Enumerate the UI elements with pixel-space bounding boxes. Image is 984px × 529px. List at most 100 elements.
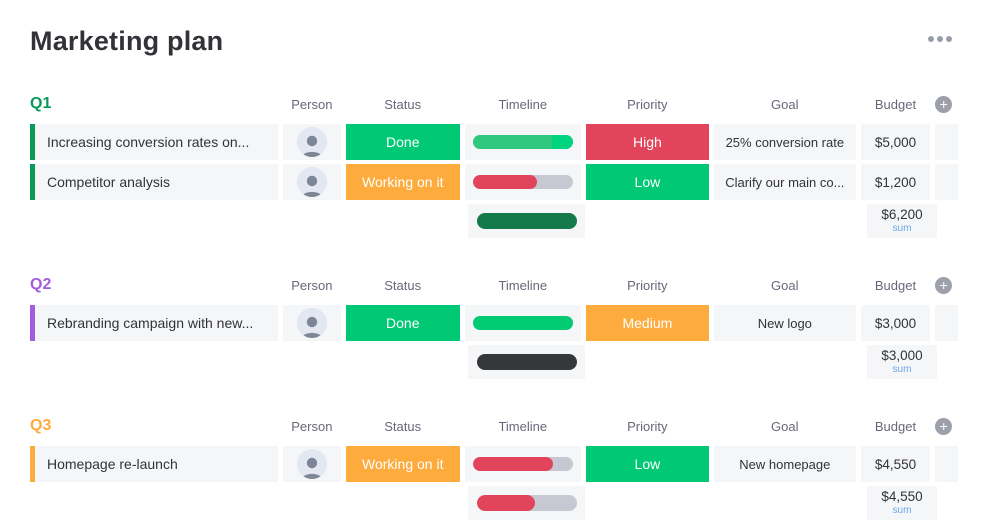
spacer xyxy=(285,345,343,379)
timeline-summary-bar[interactable] xyxy=(476,213,577,229)
column-header-goal[interactable]: Goal xyxy=(771,96,799,112)
priority-chip[interactable]: Low xyxy=(585,164,709,200)
person-cell[interactable] xyxy=(283,124,341,160)
group-summary-row: $4,550 sum xyxy=(30,486,958,520)
column-header-budget[interactable]: Budget xyxy=(874,418,917,434)
sum-label: sum xyxy=(892,505,912,516)
empty-cell xyxy=(935,164,958,200)
budget-cell[interactable]: $4,550 xyxy=(860,446,931,482)
column-header-status[interactable]: Status xyxy=(384,418,422,434)
priority-chip[interactable]: Medium xyxy=(585,305,709,341)
column-header-person[interactable]: Person xyxy=(291,96,333,112)
timeline-bar[interactable] xyxy=(472,175,573,189)
plus-icon[interactable] xyxy=(935,276,953,294)
spacer xyxy=(348,204,463,238)
priority-chip[interactable]: Low xyxy=(585,446,709,482)
timeline-summary-bar[interactable] xyxy=(476,354,577,370)
task-row: Increasing conversion rates on... Done H… xyxy=(30,124,958,160)
budget-cell[interactable]: $3,000 xyxy=(860,305,931,341)
spacer xyxy=(719,345,862,379)
status-chip[interactable]: Done xyxy=(345,305,460,341)
task-row: Competitor analysis Working on it Low Cl… xyxy=(30,164,958,200)
person-avatar xyxy=(296,449,327,479)
group-header: Q1 Person Status Timeline Priority Goal … xyxy=(30,91,958,117)
group-summary-row: $3,000 sum xyxy=(30,345,958,379)
status-chip[interactable]: Working on it xyxy=(345,164,460,200)
budget-sum-value: $3,000 xyxy=(881,348,923,364)
column-header-person[interactable]: Person xyxy=(291,277,333,293)
priority-chip[interactable]: High xyxy=(585,124,709,160)
column-header-priority[interactable]: Priority xyxy=(627,418,668,434)
column-header-priority[interactable]: Priority xyxy=(627,96,668,112)
group-title[interactable]: Q3 xyxy=(30,417,52,434)
page-title[interactable]: Marketing plan xyxy=(30,26,224,56)
dot xyxy=(937,36,943,42)
task-name-cell[interactable]: Competitor analysis xyxy=(30,164,279,200)
budget-cell[interactable]: $1,200 xyxy=(860,164,931,200)
timeline-cell[interactable] xyxy=(464,305,581,341)
column-header-goal[interactable]: Goal xyxy=(771,418,799,434)
timeline-bar[interactable] xyxy=(472,457,573,471)
goal-cell[interactable]: 25% conversion rate xyxy=(713,124,856,160)
task-name-cell[interactable]: Homepage re-launch xyxy=(30,446,279,482)
goal-cell[interactable]: Clarify our main co... xyxy=(713,164,856,200)
empty-cell xyxy=(935,446,958,482)
more-horizontal-icon[interactable] xyxy=(928,36,952,42)
goal-cell[interactable]: New homepage xyxy=(713,446,856,482)
task-row: Homepage re-launch Working on it Low New… xyxy=(30,446,958,482)
budget-sum-value: $6,200 xyxy=(881,207,923,223)
spacer xyxy=(285,486,343,520)
plus-icon[interactable] xyxy=(935,95,953,113)
column-header-timeline[interactable]: Timeline xyxy=(498,277,548,293)
person-cell[interactable] xyxy=(283,446,341,482)
timeline-bar[interactable] xyxy=(472,316,573,330)
task-row: Rebranding campaign with new... Done Med… xyxy=(30,305,958,341)
group-title[interactable]: Q2 xyxy=(30,276,52,293)
goal-cell[interactable]: New logo xyxy=(713,305,856,341)
timeline-summary-cell[interactable] xyxy=(468,486,585,520)
timeline-summary-cell[interactable] xyxy=(468,345,585,379)
budget-sum-cell[interactable]: $6,200 sum xyxy=(867,204,937,238)
column-header-status[interactable]: Status xyxy=(384,96,422,112)
column-header-person[interactable]: Person xyxy=(291,418,333,434)
budget-sum-value: $4,550 xyxy=(881,489,923,505)
task-name-cell[interactable]: Increasing conversion rates on... xyxy=(30,124,279,160)
spacer xyxy=(285,204,343,238)
spacer xyxy=(30,486,280,520)
column-header-budget[interactable]: Budget xyxy=(874,96,917,112)
column-header-timeline[interactable]: Timeline xyxy=(498,96,548,112)
column-header-timeline[interactable]: Timeline xyxy=(498,418,548,434)
group-q1: Q1 Person Status Timeline Priority Goal … xyxy=(30,91,958,238)
timeline-cell[interactable] xyxy=(464,446,581,482)
budget-sum-cell[interactable]: $3,000 sum xyxy=(867,345,937,379)
group-header: Q3 Person Status Timeline Priority Goal … xyxy=(30,413,958,439)
spacer xyxy=(590,345,714,379)
group-title[interactable]: Q1 xyxy=(30,95,52,112)
task-name-cell[interactable]: Rebranding campaign with new... xyxy=(30,305,279,341)
spacer xyxy=(348,345,463,379)
column-header-goal[interactable]: Goal xyxy=(771,277,799,293)
column-header-budget[interactable]: Budget xyxy=(874,277,917,293)
status-chip[interactable]: Done xyxy=(345,124,460,160)
timeline-bar[interactable] xyxy=(472,135,573,149)
column-header-status[interactable]: Status xyxy=(384,277,422,293)
person-cell[interactable] xyxy=(283,305,341,341)
person-cell[interactable] xyxy=(283,164,341,200)
timeline-summary-bar[interactable] xyxy=(476,495,577,511)
column-header-priority[interactable]: Priority xyxy=(627,277,668,293)
timeline-cell[interactable] xyxy=(464,164,581,200)
timeline-cell[interactable] xyxy=(464,124,581,160)
person-avatar xyxy=(296,127,327,157)
status-chip[interactable]: Working on it xyxy=(345,446,460,482)
budget-sum-cell[interactable]: $4,550 sum xyxy=(867,486,937,520)
sum-label: sum xyxy=(892,223,912,234)
plus-icon[interactable] xyxy=(935,417,953,435)
add-column-cell xyxy=(935,95,958,113)
group-q2: Q2 Person Status Timeline Priority Goal … xyxy=(30,272,958,379)
dot xyxy=(946,36,952,42)
spacer xyxy=(590,204,714,238)
budget-cell[interactable]: $5,000 xyxy=(860,124,931,160)
timeline-summary-cell[interactable] xyxy=(468,204,585,238)
spacer xyxy=(719,486,862,520)
